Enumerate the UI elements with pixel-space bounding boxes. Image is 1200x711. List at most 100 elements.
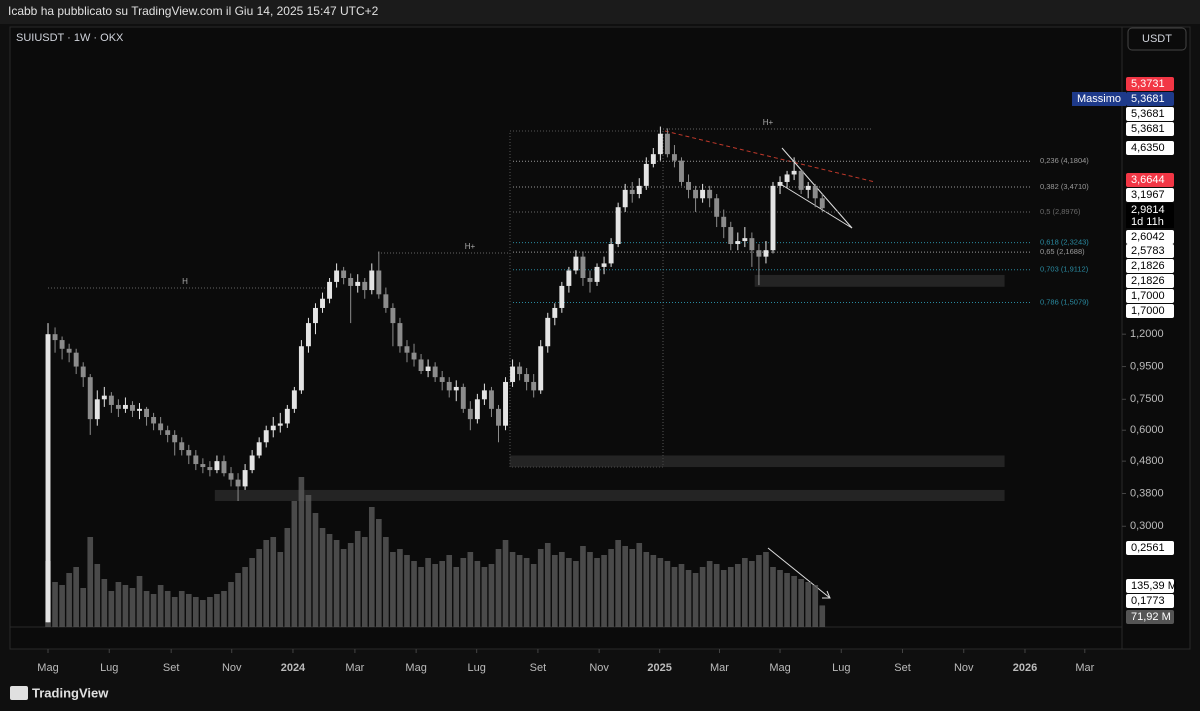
chart-pane bbox=[9, 26, 1191, 650]
countdown: 1d 11h bbox=[1131, 216, 1164, 228]
candle-body bbox=[277, 423, 283, 426]
price-label: 2,1826 bbox=[1131, 260, 1165, 272]
candle-body bbox=[115, 404, 121, 409]
volume-bar bbox=[551, 555, 558, 627]
volume-bar bbox=[530, 564, 537, 627]
x-tick-label: Nov bbox=[589, 662, 609, 674]
price-label: 1,7000 bbox=[1131, 305, 1165, 317]
candle-body bbox=[425, 366, 431, 371]
volume-bar bbox=[749, 561, 755, 627]
volume-bar bbox=[361, 537, 368, 627]
candle-body bbox=[101, 395, 107, 400]
price-tag-box bbox=[1072, 92, 1126, 106]
price-label-box bbox=[1126, 107, 1174, 121]
volume-bar bbox=[516, 555, 523, 627]
wedge-line bbox=[781, 184, 853, 229]
trend-line bbox=[664, 130, 876, 183]
candle-body bbox=[643, 163, 649, 186]
price-label: 2,9814 bbox=[1131, 204, 1165, 216]
volume-bar bbox=[347, 543, 354, 627]
volume-bar bbox=[791, 576, 797, 627]
candle-body bbox=[608, 244, 614, 264]
candle-body bbox=[812, 185, 818, 199]
price-label-box bbox=[1126, 274, 1174, 288]
volume-bar bbox=[580, 546, 586, 627]
volume-bar bbox=[73, 567, 79, 627]
volume-bar bbox=[108, 591, 115, 627]
candle-body bbox=[73, 352, 79, 367]
volume-bar bbox=[101, 579, 108, 627]
volume-bar bbox=[354, 531, 361, 627]
y-tick-label: 0,3000 bbox=[1130, 520, 1164, 532]
candle-body bbox=[80, 366, 86, 378]
fib-label: 0,5 (2,8976) bbox=[1040, 207, 1081, 216]
currency[interactable]: USDT bbox=[1142, 33, 1172, 45]
candle-body bbox=[460, 386, 466, 409]
volume-bar bbox=[763, 552, 769, 627]
candle-body bbox=[805, 185, 811, 190]
volume-bar bbox=[298, 477, 305, 627]
candle-body bbox=[165, 430, 171, 435]
x-tick-label: 2026 bbox=[1013, 662, 1037, 674]
volume-bar bbox=[636, 543, 643, 627]
candle-body bbox=[700, 189, 706, 199]
volume-bar bbox=[312, 513, 319, 627]
volume-bar bbox=[326, 534, 333, 627]
volume-bar bbox=[129, 588, 136, 627]
x-tick-label: Mar bbox=[345, 662, 364, 674]
price-label: 5,3681 bbox=[1131, 123, 1165, 135]
candle-body bbox=[144, 408, 150, 418]
plot: 1,2000 0,9500 0,7500 0,6000 0,4800 0,3800 0,30… bbox=[37, 77, 1177, 674]
candle-body bbox=[108, 395, 114, 405]
volume-bar bbox=[221, 591, 227, 627]
candle-body bbox=[728, 227, 734, 245]
zone bbox=[214, 489, 1005, 502]
volume-bar bbox=[537, 549, 544, 627]
candle-body bbox=[87, 377, 93, 420]
x-tick-label: 2025 bbox=[647, 662, 671, 674]
candle-body bbox=[179, 442, 185, 451]
candle-body bbox=[151, 417, 157, 424]
candle-body bbox=[327, 281, 333, 299]
candle-body bbox=[66, 348, 72, 353]
x-tick-label: Mar bbox=[1075, 662, 1094, 674]
volume-bar bbox=[411, 561, 417, 627]
volume-bar bbox=[150, 594, 157, 627]
volume-bar bbox=[460, 558, 467, 627]
candle-body bbox=[404, 346, 410, 353]
volume-bar bbox=[608, 549, 614, 627]
price-label-box bbox=[1126, 289, 1174, 303]
currency-box[interactable] bbox=[1127, 27, 1187, 51]
candle-body bbox=[749, 238, 755, 251]
price-label: 3,6644 bbox=[1131, 174, 1165, 186]
candle-body bbox=[94, 399, 100, 420]
candle-body bbox=[320, 298, 325, 308]
volume-bar bbox=[263, 540, 270, 627]
candle-body bbox=[270, 425, 276, 431]
price-label: 135,39 M bbox=[1131, 580, 1177, 592]
price-label: 5,3681 bbox=[1131, 108, 1165, 120]
candle-body bbox=[130, 404, 135, 411]
candle-body bbox=[439, 377, 445, 382]
volume-bar bbox=[453, 567, 460, 627]
volume-bar bbox=[249, 558, 255, 627]
candle-body bbox=[242, 470, 248, 487]
volume-bar bbox=[270, 537, 277, 627]
volume-bar bbox=[277, 552, 284, 627]
candle-body bbox=[496, 408, 501, 426]
candle-body bbox=[622, 189, 628, 208]
volume-bar bbox=[643, 552, 650, 627]
candle-body bbox=[721, 216, 727, 228]
candle-body bbox=[587, 278, 593, 282]
y-tick-label: 1,2000 bbox=[1130, 328, 1164, 340]
y-tick-label: 0,3800 bbox=[1130, 487, 1164, 499]
volume-bar bbox=[481, 567, 488, 627]
price-label-box bbox=[1126, 122, 1174, 136]
volume-bar bbox=[59, 585, 65, 627]
volume-bar bbox=[122, 585, 129, 627]
footer: TradingView bbox=[32, 685, 109, 700]
volume-bar bbox=[425, 558, 431, 627]
volume-bar bbox=[52, 582, 58, 627]
volume-bar bbox=[678, 564, 685, 627]
